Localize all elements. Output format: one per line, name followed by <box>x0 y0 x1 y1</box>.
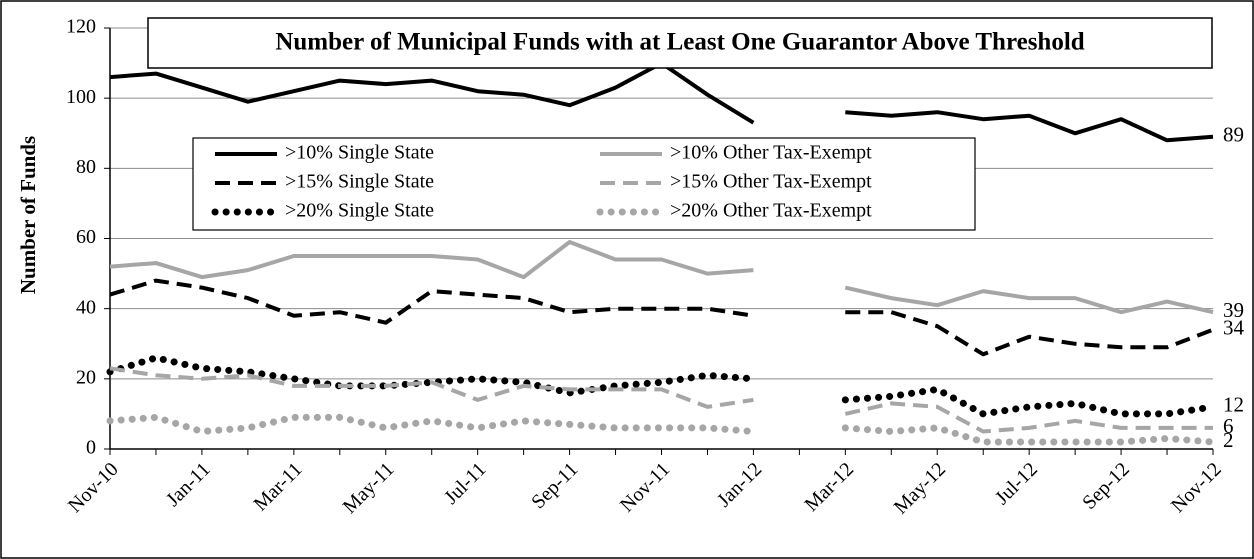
y-tick-label: 80 <box>76 156 96 178</box>
data-label: 2 <box>1223 428 1234 452</box>
chart-title: Number of Municipal Funds with at Least … <box>275 29 1084 56</box>
series-line <box>109 61 1214 143</box>
legend-label: >10% Other Tax-Exempt <box>670 142 872 164</box>
series-line <box>109 240 1214 315</box>
y-axis-label: Number of Funds <box>16 136 40 294</box>
legend-label: >20% Single State <box>285 200 434 222</box>
legend-label: >15% Other Tax-Exempt <box>670 171 872 193</box>
data-label: 39 <box>1223 298 1244 322</box>
data-label: 12 <box>1223 393 1244 417</box>
series-line <box>106 413 1217 446</box>
series-line <box>109 278 1214 357</box>
title-box <box>147 17 1213 69</box>
y-tick-label: 0 <box>86 437 96 459</box>
data-label: 6 <box>1223 414 1234 438</box>
y-tick-label: 120 <box>66 16 96 38</box>
legend-box <box>192 137 976 231</box>
y-tick-label: 20 <box>76 366 96 388</box>
series-line <box>109 366 1213 434</box>
y-tick-label: 60 <box>76 226 96 248</box>
data-label: 34 <box>1223 316 1245 340</box>
data-label: 89 <box>1223 123 1244 147</box>
series-line <box>106 354 1217 418</box>
legend-label: >10% Single State <box>285 142 434 164</box>
y-tick-label: 100 <box>66 86 96 108</box>
y-tick-label: 40 <box>76 296 96 318</box>
legend-label: >20% Other Tax-Exempt <box>670 200 872 222</box>
legend-label: >15% Single State <box>285 171 434 193</box>
